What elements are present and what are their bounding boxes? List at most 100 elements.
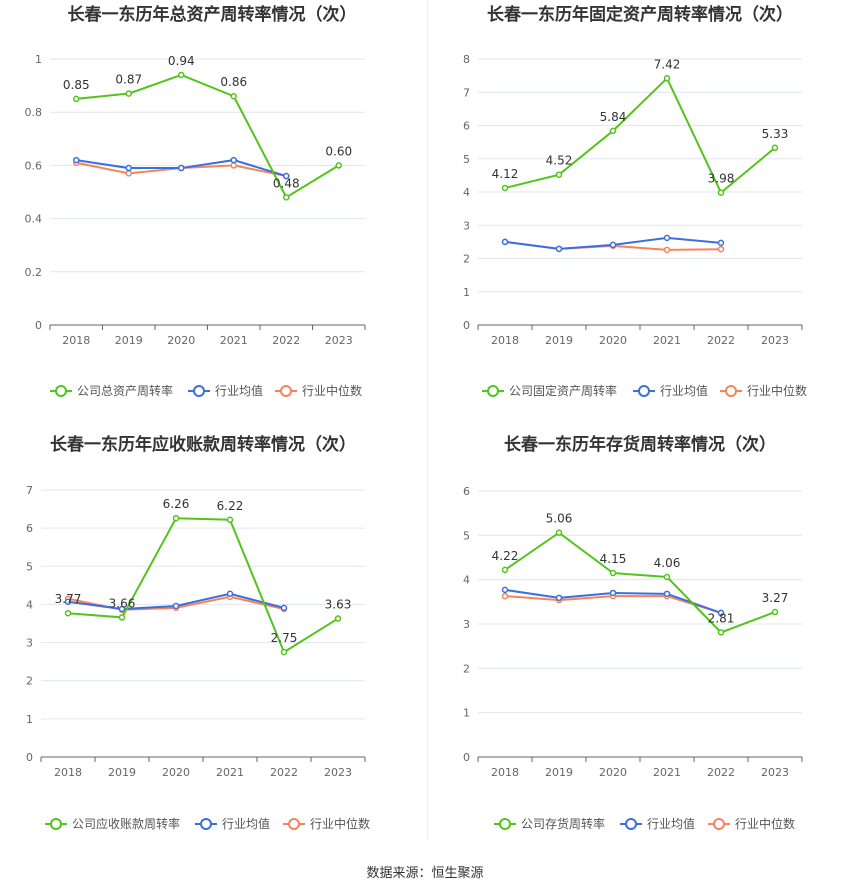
data-point[interactable] (609, 589, 617, 597)
legend-circle-icon (725, 385, 737, 397)
x-tick-label: 2021 (653, 334, 681, 347)
legend-circle-icon (487, 385, 499, 397)
data-point[interactable] (609, 127, 617, 135)
legend-label: 行业均值 (222, 816, 270, 831)
data-point[interactable] (717, 245, 725, 253)
legend-item[interactable]: 行业中位数 (720, 383, 807, 398)
data-point[interactable] (501, 592, 509, 600)
data-point[interactable] (663, 246, 671, 254)
legend-item[interactable]: 行业均值 (195, 816, 270, 831)
legend-circle-icon (50, 818, 62, 830)
legend-item[interactable]: 公司应收账款周转率 (45, 816, 180, 831)
data-label: 4.15 (600, 552, 627, 566)
data-point[interactable] (64, 609, 72, 617)
legend-item[interactable]: 行业中位数 (283, 816, 370, 831)
legend-item[interactable]: 公司总资产周转率 (50, 383, 173, 398)
data-point[interactable] (717, 239, 725, 247)
legend-item[interactable]: 行业均值 (188, 383, 263, 398)
data-label: 0.86 (220, 75, 247, 89)
legend-item[interactable]: 行业中位数 (275, 383, 362, 398)
y-tick-label: 8 (463, 53, 470, 66)
data-point[interactable] (609, 241, 617, 249)
series-line-0 (504, 76, 776, 195)
data-point[interactable] (118, 605, 126, 613)
x-tick-label: 2018 (491, 334, 519, 347)
data-point[interactable] (501, 184, 509, 192)
data-point[interactable] (125, 164, 132, 172)
data-point[interactable] (280, 648, 288, 656)
y-tick-label: 0 (35, 319, 42, 332)
data-point[interactable] (717, 629, 725, 636)
data-point[interactable] (73, 156, 80, 164)
legend-item[interactable]: 公司存货周转率 (494, 816, 605, 831)
data-point[interactable] (118, 614, 126, 621)
legend-item[interactable]: 行业均值 (620, 816, 695, 831)
chart-title: 长春一东历年总资产周转率情况（次） (68, 4, 357, 25)
data-label: 0.85 (63, 78, 90, 92)
legend-label: 公司固定资产周转率 (509, 383, 617, 398)
data-point[interactable] (771, 608, 779, 616)
data-point[interactable] (335, 162, 342, 169)
data-point[interactable] (663, 75, 671, 82)
data-point[interactable] (555, 594, 563, 602)
data-label: 3.27 (762, 591, 789, 605)
data-point[interactable] (226, 516, 234, 524)
data-point[interactable] (555, 245, 563, 253)
data-point[interactable] (125, 170, 132, 177)
data-point[interactable] (609, 569, 617, 577)
legend-label: 行业均值 (647, 816, 695, 831)
data-point[interactable] (663, 590, 671, 598)
data-point[interactable] (501, 566, 509, 574)
data-point[interactable] (555, 529, 563, 536)
y-tick-label: 1 (26, 713, 33, 726)
data-point[interactable] (73, 95, 80, 103)
x-tick-label: 2023 (761, 334, 789, 347)
data-point[interactable] (64, 598, 72, 606)
data-point[interactable] (230, 162, 237, 169)
data-point[interactable] (226, 590, 234, 597)
data-point[interactable] (230, 92, 237, 100)
legend-label: 行业中位数 (302, 383, 362, 398)
data-label: 4.52 (546, 154, 573, 168)
data-point[interactable] (555, 171, 563, 178)
data-point[interactable] (717, 609, 725, 617)
data-label: 0.94 (168, 54, 195, 68)
series-line-0 (504, 531, 776, 634)
x-tick-label: 2022 (272, 334, 300, 347)
data-point[interactable] (178, 164, 185, 172)
data-point[interactable] (230, 156, 237, 164)
x-tick-label: 2021 (220, 334, 248, 347)
data-point[interactable] (663, 234, 671, 242)
data-point[interactable] (283, 194, 290, 201)
data-label: 6.22 (217, 499, 244, 513)
data-label: 4.22 (492, 549, 519, 563)
data-point[interactable] (771, 144, 779, 152)
legend-item[interactable]: 行业中位数 (708, 816, 795, 831)
data-point[interactable] (283, 172, 290, 180)
x-tick-label: 2023 (761, 766, 789, 779)
data-point[interactable] (663, 573, 671, 581)
y-tick-label: 5 (463, 153, 470, 166)
x-tick-label: 2019 (108, 766, 136, 779)
data-point[interactable] (501, 238, 509, 246)
legend-item[interactable]: 行业均值 (633, 383, 708, 398)
data-point[interactable] (125, 90, 132, 97)
data-label: 5.33 (762, 127, 789, 141)
data-point[interactable] (501, 586, 509, 594)
data-label: 4.12 (492, 167, 519, 181)
data-point[interactable] (334, 615, 342, 622)
data-source: 数据来源：恒生聚源 (366, 866, 484, 881)
legend-circle-icon (499, 818, 511, 830)
data-point[interactable] (280, 604, 288, 612)
data-point[interactable] (717, 189, 725, 196)
y-tick-label: 2 (463, 253, 470, 266)
legend-item[interactable]: 公司固定资产周转率 (482, 383, 617, 398)
data-point[interactable] (178, 71, 185, 79)
legend-label: 行业均值 (660, 383, 708, 398)
data-point[interactable] (172, 514, 180, 522)
x-tick-label: 2020 (599, 334, 627, 347)
y-tick-label: 1 (35, 53, 42, 66)
data-point[interactable] (172, 602, 180, 610)
